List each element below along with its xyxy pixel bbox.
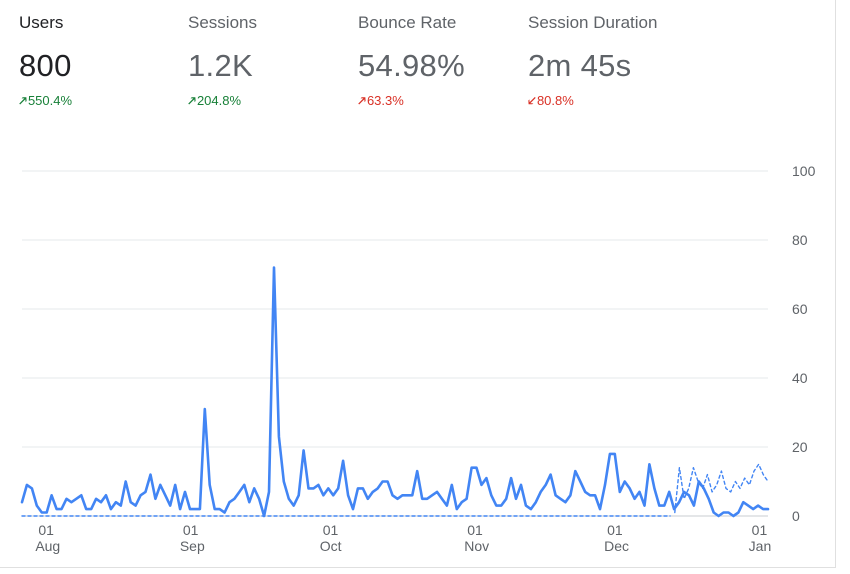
metric-value: 1.2K bbox=[188, 48, 253, 83]
x-tick-month: Dec bbox=[604, 538, 629, 554]
arrow-up-icon: 🡕 bbox=[19, 94, 27, 108]
metric-change: 🡗80.8% bbox=[528, 92, 574, 113]
x-tick-day: 01 bbox=[183, 522, 199, 538]
metric-value: 800 bbox=[19, 48, 72, 83]
x-tick-day: 01 bbox=[38, 522, 54, 538]
metric-label: Sessions bbox=[188, 13, 257, 32]
x-tick-month: Aug bbox=[35, 538, 60, 554]
metric-change-value: 550.4% bbox=[27, 93, 73, 108]
series-line-dashed-1 bbox=[674, 463, 769, 514]
x-tick-day: 01 bbox=[323, 522, 339, 538]
series-line-solid-0 bbox=[20, 266, 770, 518]
arrow-up-icon: 🡕 bbox=[188, 94, 196, 108]
arrow-up-icon: 🡕 bbox=[358, 94, 366, 108]
metric-label: Bounce Rate bbox=[358, 13, 457, 32]
y-tick-label: 0 bbox=[792, 508, 800, 524]
metric-label: Session Duration bbox=[528, 13, 658, 32]
y-tick-label: 40 bbox=[792, 370, 808, 386]
arrow-down-icon: 🡗 bbox=[528, 94, 536, 108]
y-tick-label: 100 bbox=[792, 163, 816, 179]
x-tick-month: Sep bbox=[180, 538, 205, 554]
x-tick-day: 01 bbox=[467, 522, 483, 538]
metric-label: Users bbox=[19, 13, 64, 32]
x-tick-month: Jan bbox=[749, 538, 772, 554]
metric-value: 2m 45s bbox=[528, 48, 632, 83]
y-tick-label: 60 bbox=[792, 301, 808, 317]
y-tick-label: 80 bbox=[792, 232, 808, 248]
metric-value: 54.98% bbox=[358, 48, 465, 83]
analytics-panel: Users 800 🡕550.4% Sessions 1.2K 🡕204.8% … bbox=[0, 0, 836, 568]
y-tick-label: 20 bbox=[792, 439, 808, 455]
metric-change: 🡕204.8% bbox=[188, 92, 241, 113]
metric-change-value: 63.3% bbox=[366, 93, 404, 108]
metric-change: 🡕63.3% bbox=[358, 92, 404, 113]
metric-change: 🡕550.4% bbox=[19, 92, 72, 113]
x-tick-day: 01 bbox=[607, 522, 623, 538]
metric-change-value: 80.8% bbox=[536, 93, 574, 108]
metric-change-value: 204.8% bbox=[196, 93, 242, 108]
x-tick-month: Nov bbox=[464, 538, 489, 554]
x-tick-month: Oct bbox=[320, 538, 342, 554]
x-tick-day: 01 bbox=[752, 522, 768, 538]
